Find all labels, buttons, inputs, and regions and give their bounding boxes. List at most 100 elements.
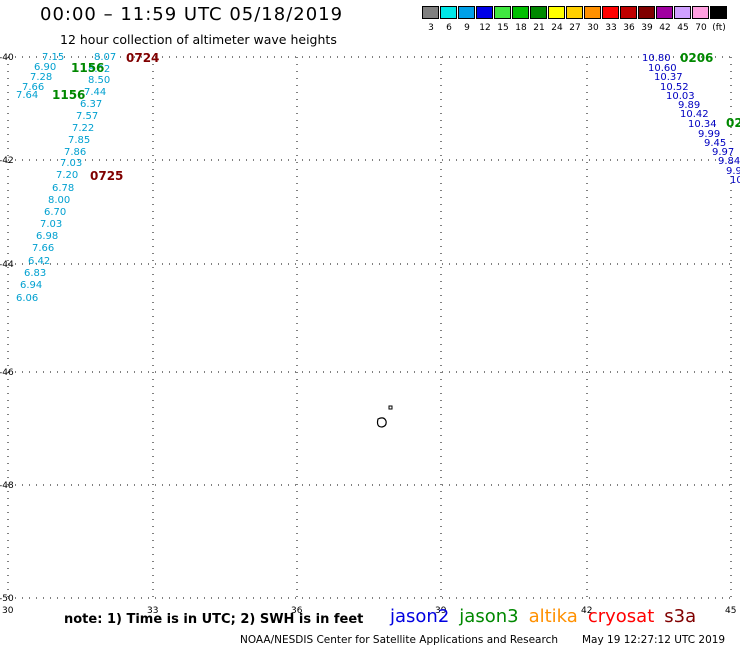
satellite-legend-item: jason2 xyxy=(390,606,450,627)
latitude-label: -44 xyxy=(0,260,14,270)
satellite-legend-item: s3a xyxy=(664,606,697,627)
satellite-legend-item: altika xyxy=(528,606,578,627)
latitude-labels: -40 -42 -44 -46 -48 -50 xyxy=(0,53,14,604)
wave-height-label: 9.9 xyxy=(726,166,740,177)
footer-credit: NOAA/NESDIS Center for Satellite Applica… xyxy=(240,634,558,646)
color-swatch xyxy=(422,6,439,19)
pass-time-0725: 0725 xyxy=(90,169,123,183)
pass-time-1156-a: 1156 xyxy=(71,61,104,75)
wave-height-label: 7.57 xyxy=(76,111,98,122)
wave-height-label: 7.28 xyxy=(30,72,52,83)
wave-height-label: 6.90 xyxy=(34,62,56,73)
wave-height-label: 9.45 xyxy=(704,138,726,149)
footer-timestamp: May 19 12:27:12 UTC 2019 xyxy=(582,634,726,646)
island-outline xyxy=(376,417,387,428)
map-subtitle: 12 hour collection of altimeter wave hei… xyxy=(60,32,337,47)
wave-height-label: 7.85 xyxy=(68,135,90,146)
island-outline-small xyxy=(388,405,393,410)
wave-height-label: 6.94 xyxy=(20,280,42,291)
color-swatch xyxy=(602,6,619,19)
wave-height-label: 6.78 xyxy=(52,183,74,194)
color-swatch-label: 36 xyxy=(623,23,635,33)
wave-height-label: 6.83 xyxy=(24,268,46,279)
color-swatch-label: 6 xyxy=(446,23,452,33)
color-swatch xyxy=(512,6,529,19)
latitude-label: -48 xyxy=(0,481,14,491)
latitude-label: -40 xyxy=(0,53,14,63)
color-swatch xyxy=(674,6,691,19)
pass-time-02: 02 xyxy=(726,116,740,130)
color-swatch-label: 33 xyxy=(605,23,617,33)
latitude-label: -50 xyxy=(0,594,14,604)
wave-height-label: 9.89 xyxy=(678,100,700,111)
wave-height-label: 8.00 xyxy=(48,195,70,206)
satellite-legend-item: jason3 xyxy=(459,606,519,627)
wave-height-label: 7.03 xyxy=(40,219,62,230)
wave-height-label: 10.80 xyxy=(642,53,671,64)
longitude-label: 36 xyxy=(291,606,303,616)
wave-height-label: 8.50 xyxy=(88,75,110,86)
color-swatch xyxy=(548,6,565,19)
wave-height-label: 7.03 xyxy=(60,158,82,169)
color-swatch xyxy=(584,6,601,19)
wave-height-label: 10.03 xyxy=(666,91,695,102)
pass-time-0724: 0724 xyxy=(126,51,159,65)
grid-lines xyxy=(7,56,732,599)
wave-height-label: 7.44 xyxy=(84,87,106,98)
wave-height-label: 10.34 xyxy=(688,119,717,130)
wave-height-label: 7.66 xyxy=(32,243,54,254)
wave-height-label: 8.02 xyxy=(88,64,110,75)
wave-height-label: 10.42 xyxy=(680,109,709,120)
wave-height-label: 9.99 xyxy=(698,129,720,140)
color-swatch-label: 9 xyxy=(464,23,470,33)
longitude-label: 45 xyxy=(725,606,736,616)
color-swatch-label: 21 xyxy=(533,23,545,33)
wave-height-label: 7.20 xyxy=(56,170,78,181)
wave-height-label: 7.22 xyxy=(72,123,94,134)
color-swatch-label: 39 xyxy=(641,23,653,33)
color-swatch-label: 12 xyxy=(479,23,491,33)
wave-height-label: 7.15 xyxy=(42,52,64,63)
longitude-label: 33 xyxy=(147,606,158,616)
color-scale-unit: (ft) xyxy=(712,23,726,33)
longitude-label: 42 xyxy=(581,606,592,616)
left-track-wave-heights: 7.156.907.287.667.646.377.577.227.857.86… xyxy=(16,52,116,304)
color-swatch-label: 15 xyxy=(497,23,509,33)
longitude-label: 30 xyxy=(2,606,14,616)
wave-height-label: 6.37 xyxy=(80,99,102,110)
color-swatch-label: 27 xyxy=(569,23,581,33)
longitude-label: 39 xyxy=(435,606,447,616)
wave-height-label: 7.64 xyxy=(16,90,38,101)
right-track-wave-heights: 10.8010.6010.3710.5210.039.8910.4210.349… xyxy=(642,53,740,186)
color-swatch xyxy=(566,6,583,19)
color-swatch xyxy=(620,6,637,19)
pass-time-0206: 0206 xyxy=(680,51,713,65)
wave-height-label: 10.60 xyxy=(648,63,677,74)
color-swatch-label: 70 xyxy=(695,23,707,33)
longitude-labels: 30 33 36 39 42 45 xyxy=(2,606,736,616)
color-swatch-label: 42 xyxy=(659,23,671,33)
wave-height-label: 9.84 xyxy=(718,156,740,167)
color-swatch xyxy=(530,6,547,19)
color-swatch-label: 30 xyxy=(587,23,599,33)
satellite-legend-item: cryosat xyxy=(587,606,655,627)
wave-height-label: 9.97 xyxy=(712,147,734,158)
color-swatch-label: 3 xyxy=(428,23,434,33)
wave-height-label: 7.66 xyxy=(22,82,44,93)
wave-height-label: 10 xyxy=(730,175,740,186)
latitude-label: -46 xyxy=(0,368,14,378)
wave-height-label: 10.52 xyxy=(660,82,689,93)
color-swatch-label: 18 xyxy=(515,23,527,33)
latitude-label: -42 xyxy=(0,156,14,166)
note-text: note: 1) Time is in UTC; 2) SWH is in fe… xyxy=(64,612,364,627)
color-swatch xyxy=(692,6,709,19)
color-swatch xyxy=(710,6,727,19)
color-swatch xyxy=(458,6,475,19)
color-swatch-label: 24 xyxy=(551,23,563,33)
wave-height-label: 6.98 xyxy=(36,231,58,242)
color-swatch xyxy=(494,6,511,19)
color-swatch xyxy=(656,6,673,19)
pass-time-1156-b: 1156 xyxy=(52,88,85,102)
color-swatch-label: 45 xyxy=(677,23,689,33)
